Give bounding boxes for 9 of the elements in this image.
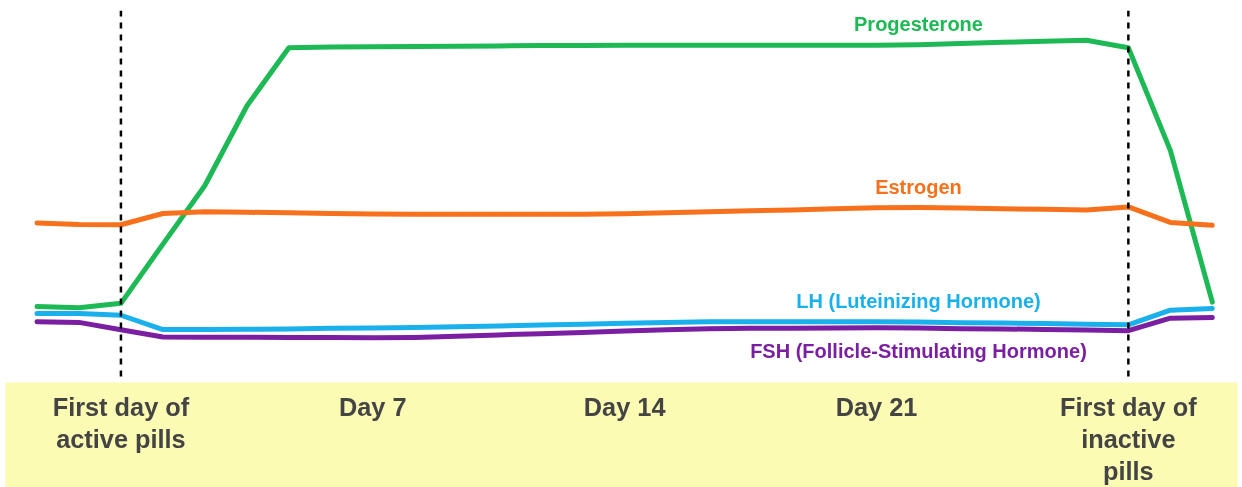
series-label: FSH (Follicle-Stimulating Hormone) [750,340,1087,363]
x-tick-label: Day 21 [835,392,918,421]
x-tick-label: First day of inactive pills [1060,392,1198,485]
x-tick-label: Day 7 [339,392,407,421]
x-tick-label: First day of active pills [52,392,190,453]
series-label: Progesterone [854,12,983,35]
series-label: LH (Luteinizing Hormone) [796,290,1041,313]
x-tick-label: Day 14 [583,392,666,421]
series-label: Estrogen [875,175,962,198]
